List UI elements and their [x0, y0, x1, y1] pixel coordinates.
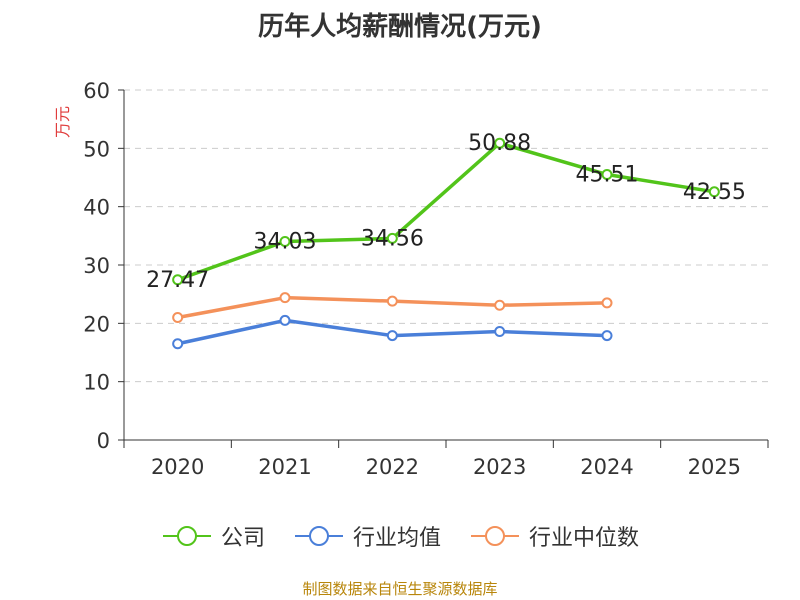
- data-point: [386, 295, 398, 307]
- y-tick-label: 10: [83, 371, 110, 395]
- legend-marker: [471, 526, 519, 546]
- data-point: [172, 338, 184, 350]
- legend-item: 行业中位数: [469, 520, 639, 552]
- x-tick-label: 2020: [151, 455, 204, 479]
- y-tick-label: 40: [83, 196, 110, 220]
- data-point: [601, 330, 613, 342]
- axes: 0 10 20 30 40 50 60 2020 2021 2022 2023 2024 2025 万元: [53, 79, 769, 479]
- y-tick-label: 50: [83, 137, 110, 161]
- data-point: [172, 312, 184, 323]
- data-labels: 27.47 34.03 34.56 50.88 45.51 42.55: [146, 131, 746, 293]
- data-point: [386, 232, 398, 244]
- data-point: [494, 326, 506, 337]
- data-point: [279, 292, 291, 304]
- data-point: [279, 235, 291, 247]
- legend-marker: [162, 526, 211, 546]
- series-points: [172, 137, 720, 350]
- source-note: 制图数据来自恒生聚源数据库: [302, 580, 498, 598]
- x-tick-label: 2024: [580, 455, 633, 479]
- x-tick-label: 2025: [688, 455, 741, 479]
- legend-label: 行业中位数: [529, 526, 640, 551]
- chart-title: 历年人均薪酬情况(万元): [258, 12, 542, 42]
- y-axis-label: 万元: [53, 106, 72, 138]
- data-label: 34.03: [254, 229, 317, 254]
- x-tick-label: 2021: [258, 455, 311, 479]
- y-tick-label: 30: [83, 254, 110, 278]
- data-point: [494, 299, 506, 311]
- data-point: [172, 274, 184, 286]
- data-point: [279, 314, 291, 326]
- series-line-0: [177, 141, 715, 282]
- grid-lines: [124, 89, 768, 383]
- legend-item: 行业均值: [293, 520, 441, 552]
- data-label: 50.88: [468, 131, 531, 156]
- data-label: 45.51: [576, 163, 639, 188]
- legend-label: 行业均值: [352, 526, 441, 551]
- y-tick-label: 0: [97, 429, 110, 453]
- data-label: 27.47: [146, 268, 209, 293]
- data-point: [494, 137, 506, 149]
- legend-item: 公司: [161, 520, 265, 552]
- data-point: [708, 186, 720, 198]
- data-label: 42.55: [683, 180, 746, 205]
- legend: 公司 行业均值 行业中位数: [0, 520, 800, 552]
- x-tick-label: 2022: [366, 455, 419, 479]
- x-tick-label: 2023: [473, 455, 526, 479]
- legend-marker: [294, 526, 343, 546]
- data-point: [386, 330, 398, 342]
- legend-label: 公司: [220, 526, 265, 551]
- y-tick-label: 20: [83, 312, 110, 336]
- data-label: 34.56: [361, 226, 424, 251]
- data-point: [601, 297, 613, 309]
- y-tick-label: 60: [83, 79, 110, 103]
- data-point: [601, 169, 613, 181]
